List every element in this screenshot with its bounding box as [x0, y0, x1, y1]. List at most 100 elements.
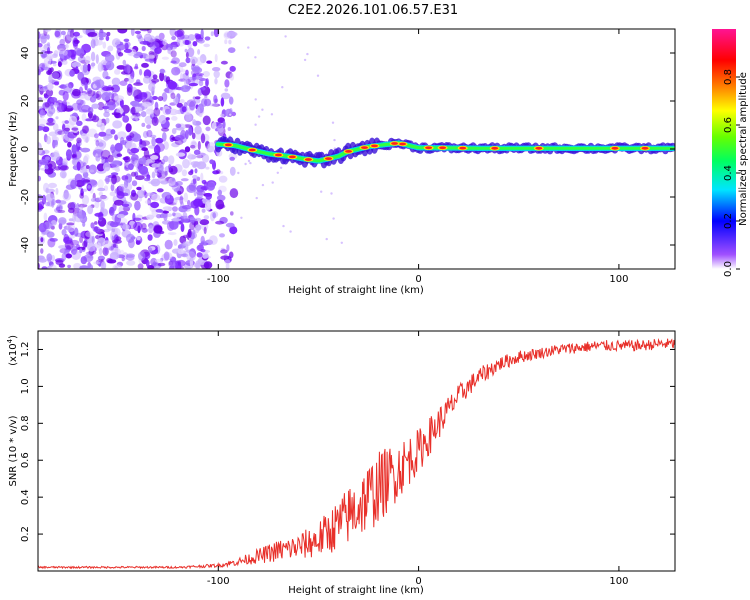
noise-speck — [160, 180, 169, 185]
noise-speck — [124, 41, 131, 48]
noise-speck — [185, 57, 191, 64]
noise-speck — [91, 103, 100, 109]
signal-track-layer — [214, 136, 675, 169]
noise-speck — [63, 83, 72, 94]
noise-speck — [76, 99, 84, 106]
noise-speck — [249, 161, 252, 165]
noise-speck — [64, 120, 69, 124]
noise-speck — [229, 188, 239, 199]
noise-speck — [188, 152, 192, 159]
spectrogram-panel: -100 0 100 -40 -20 0 20 40 Height of straight l… — [8, 28, 676, 296]
noise-speck — [65, 43, 69, 49]
noise-speck — [229, 166, 236, 176]
noise-speck — [153, 107, 161, 117]
noise-speck — [189, 56, 198, 65]
noise-speck — [48, 106, 56, 115]
noise-speck — [196, 106, 201, 116]
noise-speck — [79, 236, 84, 243]
noise-speck — [100, 149, 111, 160]
spectrogram-ytick-label: -40 — [20, 237, 31, 253]
noise-speck — [192, 96, 196, 100]
noise-speck — [220, 92, 231, 100]
noise-speck — [225, 222, 235, 228]
noise-speck — [192, 41, 198, 47]
noise-speck — [167, 47, 172, 54]
noise-speck — [40, 237, 44, 243]
noise-speck — [151, 137, 156, 147]
noise-speck — [46, 55, 54, 60]
noise-speck — [87, 63, 91, 72]
noise-speck — [76, 137, 82, 144]
snr-ytick-label: 1.0 — [20, 378, 31, 394]
noise-speck — [188, 125, 193, 136]
noise-speck — [121, 175, 129, 181]
noise-speck — [201, 153, 210, 163]
noise-speck — [98, 32, 103, 36]
noise-speck — [183, 192, 188, 203]
noise-speck — [172, 212, 176, 217]
noise-speck — [38, 222, 47, 233]
noise-speck — [161, 56, 169, 60]
noise-speck — [82, 125, 89, 134]
noise-speck — [57, 209, 66, 214]
noise-speck — [168, 260, 178, 269]
noise-speck — [65, 253, 73, 259]
noise-speck — [68, 233, 76, 239]
noise-speck — [66, 104, 73, 109]
noise-speck — [185, 129, 189, 140]
noise-speck — [39, 108, 43, 118]
noise-speck — [219, 233, 225, 238]
noise-speck — [79, 167, 88, 174]
noise-speck — [90, 198, 97, 202]
snr-xtick-label: 0 — [415, 576, 421, 587]
noise-speck — [180, 69, 187, 73]
noise-speck — [45, 201, 51, 207]
noise-speck — [125, 123, 132, 133]
noise-speck — [135, 175, 145, 181]
noise-speck — [163, 252, 173, 261]
noise-speck — [117, 52, 124, 57]
noise-speck — [45, 156, 50, 161]
noise-speck — [151, 171, 156, 179]
noise-speck — [121, 224, 130, 230]
noise-speck — [127, 238, 135, 249]
noise-speck — [107, 45, 114, 52]
noise-speck — [51, 72, 60, 79]
noise-speck — [38, 164, 41, 171]
noise-speck — [117, 29, 128, 34]
noise-speck — [177, 190, 182, 195]
noise-speck — [90, 62, 96, 67]
noise-speck — [122, 200, 128, 204]
noise-speck — [67, 264, 71, 269]
noise-speck — [94, 79, 101, 87]
noise-speck — [55, 116, 59, 120]
noise-speck — [228, 39, 232, 45]
noise-speck — [73, 227, 79, 237]
noise-speck — [50, 151, 61, 161]
noise-speck — [48, 74, 53, 83]
noise-speck — [205, 126, 211, 132]
noise-speck — [105, 61, 115, 71]
noise-speck — [80, 76, 86, 87]
noise-speck — [224, 79, 230, 88]
noise-speck — [144, 177, 151, 182]
noise-speck — [174, 196, 184, 201]
noise-speck — [214, 53, 218, 63]
noise-speck — [131, 106, 136, 115]
noise-speck — [105, 76, 111, 80]
noise-speck — [79, 192, 84, 199]
noise-speck — [51, 254, 55, 262]
noise-speck — [87, 107, 94, 114]
noise-speck — [112, 264, 122, 269]
colorbar-tick-label: 0.8 — [723, 69, 734, 85]
noise-speck — [150, 46, 155, 52]
noise-speck — [168, 108, 179, 116]
noise-speck — [205, 192, 212, 200]
noise-speck — [151, 193, 161, 202]
colorbar-tick-label: 0.0 — [723, 261, 734, 277]
noise-speck — [44, 102, 50, 108]
noise-speck — [123, 38, 130, 42]
noise-speck — [44, 50, 53, 54]
noise-speck — [180, 178, 189, 182]
